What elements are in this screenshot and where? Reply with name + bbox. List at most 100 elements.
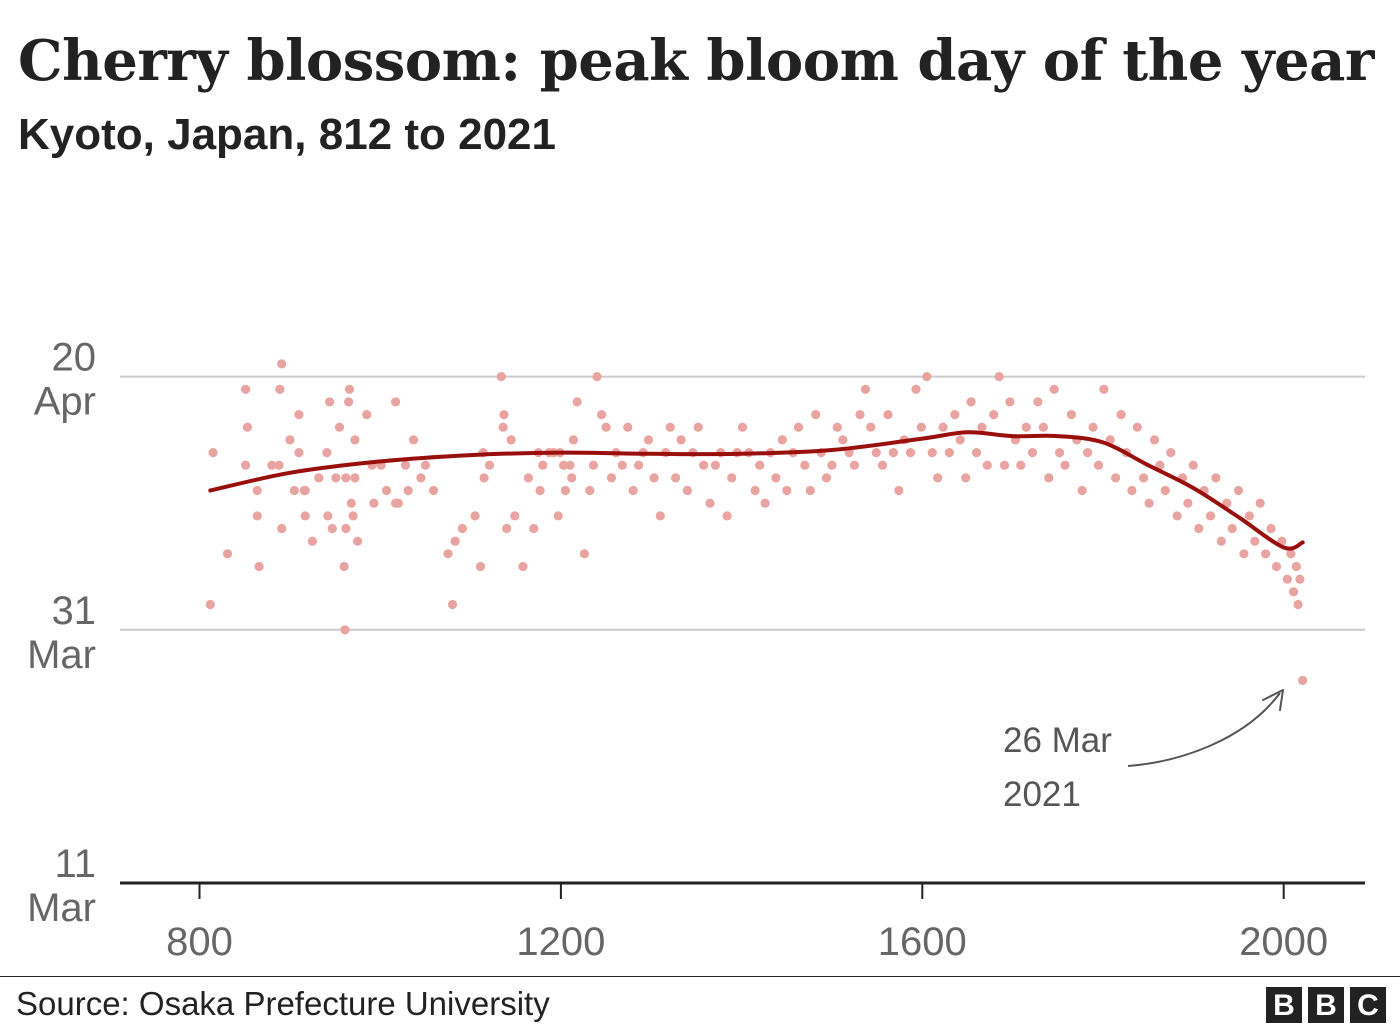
data-point [1282,574,1292,584]
data-point [1261,549,1271,559]
data-point [241,460,251,470]
data-point [877,460,888,470]
data-point [1093,460,1104,470]
data-point [1266,523,1276,534]
data-point [369,498,379,508]
data-point [1077,485,1087,496]
data-point [275,384,285,394]
data-point [592,372,602,382]
data-point [971,448,982,458]
data-point [339,561,349,572]
data-point [1066,410,1076,420]
y-tick-label-month: Mar [27,633,96,677]
data-point [294,410,304,420]
data-point [871,448,881,458]
data-point [1055,448,1065,458]
scatter-points [205,359,1308,686]
data-point [710,460,721,470]
data-point [994,372,1004,382]
data-point [1149,435,1160,445]
data-point [348,511,358,521]
data-point [403,485,413,496]
data-point [1144,498,1154,508]
data-point [1211,473,1221,483]
data-point [222,549,233,559]
data-point [496,372,506,382]
data-point [705,498,715,508]
data-point [1005,397,1015,407]
data-point [944,448,955,458]
data-point [205,599,215,610]
data-point [849,460,860,470]
data-point [1183,498,1193,508]
data-point [289,485,299,496]
chart-subtitle: Kyoto, Japan, 812 to 2021 [18,110,556,159]
data-point [475,561,486,572]
data-point [1239,549,1249,559]
data-point [294,448,304,458]
data-point [771,473,781,483]
annotation-date: 26 Mar [1003,721,1112,760]
data-point [1293,599,1303,610]
data-point [588,460,599,470]
data-point [252,485,262,496]
data-point [623,422,633,432]
data-point [300,485,310,496]
data-point [242,422,252,432]
data-point [1205,511,1216,521]
logo-letter: C [1350,987,1386,1023]
data-point [676,435,686,445]
data-point [484,460,495,470]
data-point [1083,448,1093,458]
data-point [866,422,876,432]
data-point [601,422,611,432]
data-point [502,523,512,534]
data-point [1188,460,1198,470]
data-point [1233,485,1244,496]
annotation-year: 2021 [1003,775,1081,814]
data-point [1291,561,1301,572]
data-point [1111,473,1121,483]
data-point [208,448,218,458]
data-point [832,422,843,432]
data-point [499,410,509,420]
data-point [1116,410,1126,420]
data-point [340,625,350,635]
data-point [572,397,582,407]
data-point [827,460,837,470]
y-tick-label-day: 20 [52,336,97,380]
data-point [409,435,419,445]
data-point [894,485,904,496]
data-point [800,460,810,470]
y-tick-label-month: Apr [34,380,96,424]
data-point [307,536,317,546]
data-point [267,460,277,470]
data-point [811,410,821,420]
data-point [1155,460,1165,470]
y-tick-label-month: Mar [27,886,96,930]
data-point [671,473,681,483]
data-point [479,473,489,483]
data-point [443,549,453,559]
data-point [950,410,960,420]
x-tick-label: 1600 [878,920,967,964]
data-point [362,410,372,420]
data-point [905,448,916,458]
data-point [327,523,337,534]
data-point [529,523,539,534]
data-point [553,511,563,521]
data-point [1166,448,1176,458]
data-point [1016,460,1026,470]
data-point [538,460,548,470]
data-point [1160,485,1170,496]
data-point [254,561,264,572]
data-point [314,473,324,483]
data-point [285,435,295,445]
data-point [1132,422,1142,432]
data-point [1033,397,1043,407]
data-point [977,422,987,432]
data-point [1044,473,1054,483]
data-point [277,359,287,369]
